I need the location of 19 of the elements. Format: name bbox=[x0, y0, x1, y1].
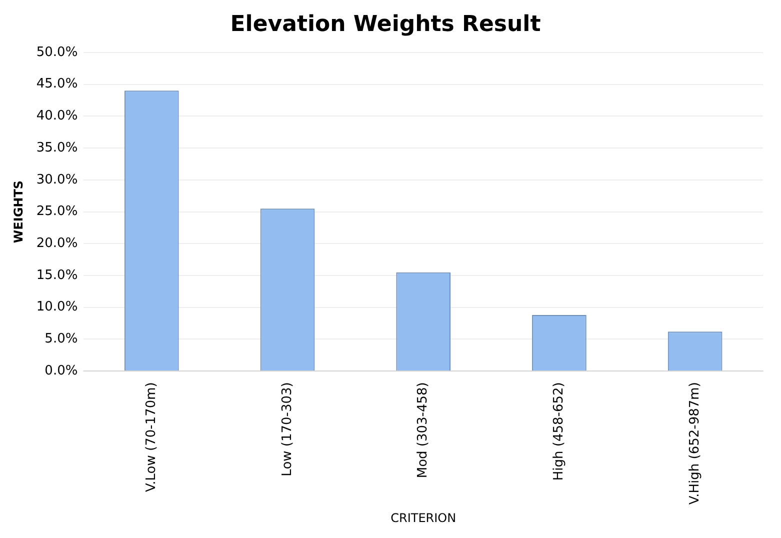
x-tick-label: Mod (303-458) bbox=[416, 382, 431, 478]
y-tick-label: 25.0% bbox=[36, 204, 78, 220]
y-tick-label: 45.0% bbox=[36, 76, 78, 92]
y-tick-label: 35.0% bbox=[36, 140, 78, 156]
y-tick-label: 40.0% bbox=[36, 108, 78, 124]
y-tick-label: 10.0% bbox=[36, 300, 78, 315]
y-axis-title: WEIGHTS bbox=[11, 180, 26, 244]
y-tick-label: 15.0% bbox=[36, 268, 78, 283]
y-tick-label: 5.0% bbox=[44, 332, 78, 347]
x-axis-title: CRITERION bbox=[390, 510, 456, 525]
y-tick-label: 30.0% bbox=[36, 172, 78, 188]
x-tick-label: V.Low (70-170m) bbox=[144, 382, 160, 492]
x-tick-label: V.High (652-987m) bbox=[687, 382, 702, 505]
chart-title: Elevation Weights Result bbox=[230, 12, 542, 37]
y-tick-label: 50.0% bbox=[36, 44, 78, 60]
y-tick-label: 0.0% bbox=[44, 363, 78, 378]
x-tick-label: High (458-652) bbox=[552, 382, 567, 481]
x-tick-label: Low (170-303) bbox=[280, 382, 295, 476]
y-tick-label: 20.0% bbox=[36, 236, 78, 252]
